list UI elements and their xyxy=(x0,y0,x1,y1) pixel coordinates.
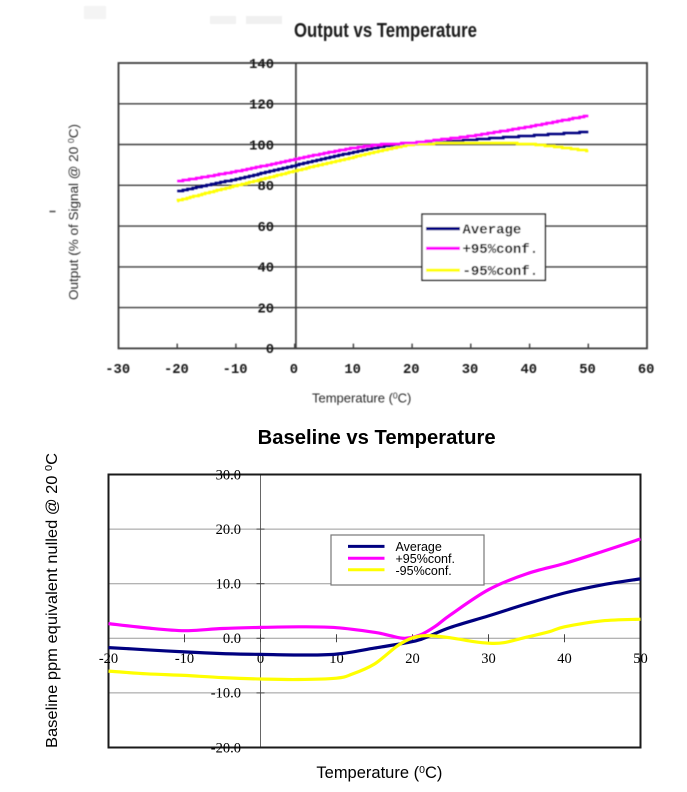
svg-text:40: 40 xyxy=(521,363,538,378)
svg-text:40: 40 xyxy=(557,651,572,667)
svg-text:100: 100 xyxy=(249,139,274,154)
svg-text:-30: -30 xyxy=(105,363,130,378)
svg-text:Temperature (0C): Temperature (0C) xyxy=(312,390,411,406)
svg-text:120: 120 xyxy=(249,99,274,114)
svg-text:0: 0 xyxy=(266,343,274,358)
svg-text:Temperature (0C): Temperature (0C) xyxy=(316,764,442,783)
svg-text:50: 50 xyxy=(633,651,648,667)
svg-text:30.0: 30.0 xyxy=(216,467,241,483)
svg-text:-10.0: -10.0 xyxy=(211,686,241,702)
svg-text:10: 10 xyxy=(344,363,361,378)
svg-text:-95%conf.: -95%conf. xyxy=(463,264,539,280)
svg-text:Baseline vs Temperature: Baseline vs Temperature xyxy=(258,426,496,449)
svg-text:-10: -10 xyxy=(175,651,194,667)
svg-text:20: 20 xyxy=(405,651,420,667)
svg-text:Output (% of Signal @ 20 0C): Output (% of Signal @ 20 0C) xyxy=(67,124,81,300)
svg-text:Baseline ppm equivalent nulled: Baseline ppm equivalent nulled @ 20 0C xyxy=(43,453,62,748)
svg-text:140: 140 xyxy=(249,58,274,73)
svg-text:+95%conf.: +95%conf. xyxy=(396,552,455,566)
svg-text:-20: -20 xyxy=(99,651,118,667)
svg-text:30: 30 xyxy=(481,651,496,667)
svg-text:+95%conf.: +95%conf. xyxy=(463,242,539,258)
svg-text:40: 40 xyxy=(257,262,274,277)
svg-text:0: 0 xyxy=(290,363,298,378)
svg-text:Output vs Temperature: Output vs Temperature xyxy=(294,20,477,42)
svg-text:20.0: 20.0 xyxy=(216,522,241,538)
svg-text:10.0: 10.0 xyxy=(216,577,241,593)
svg-text:30: 30 xyxy=(462,363,479,378)
svg-text:20: 20 xyxy=(257,302,274,317)
svg-text:-10: -10 xyxy=(223,363,248,378)
svg-text:60: 60 xyxy=(257,221,274,236)
svg-text:-20: -20 xyxy=(164,363,189,378)
svg-text:-95%conf.: -95%conf. xyxy=(396,564,452,578)
svg-text:0: 0 xyxy=(257,651,264,667)
svg-text:80: 80 xyxy=(257,180,274,195)
svg-text:60: 60 xyxy=(638,363,655,378)
svg-text:-20.0: -20.0 xyxy=(211,740,241,756)
svg-text:0.0: 0.0 xyxy=(223,631,241,647)
svg-text:50: 50 xyxy=(579,363,596,378)
svg-text:Average: Average xyxy=(396,540,442,554)
svg-text:Average: Average xyxy=(463,222,522,238)
svg-text:20: 20 xyxy=(403,363,420,378)
